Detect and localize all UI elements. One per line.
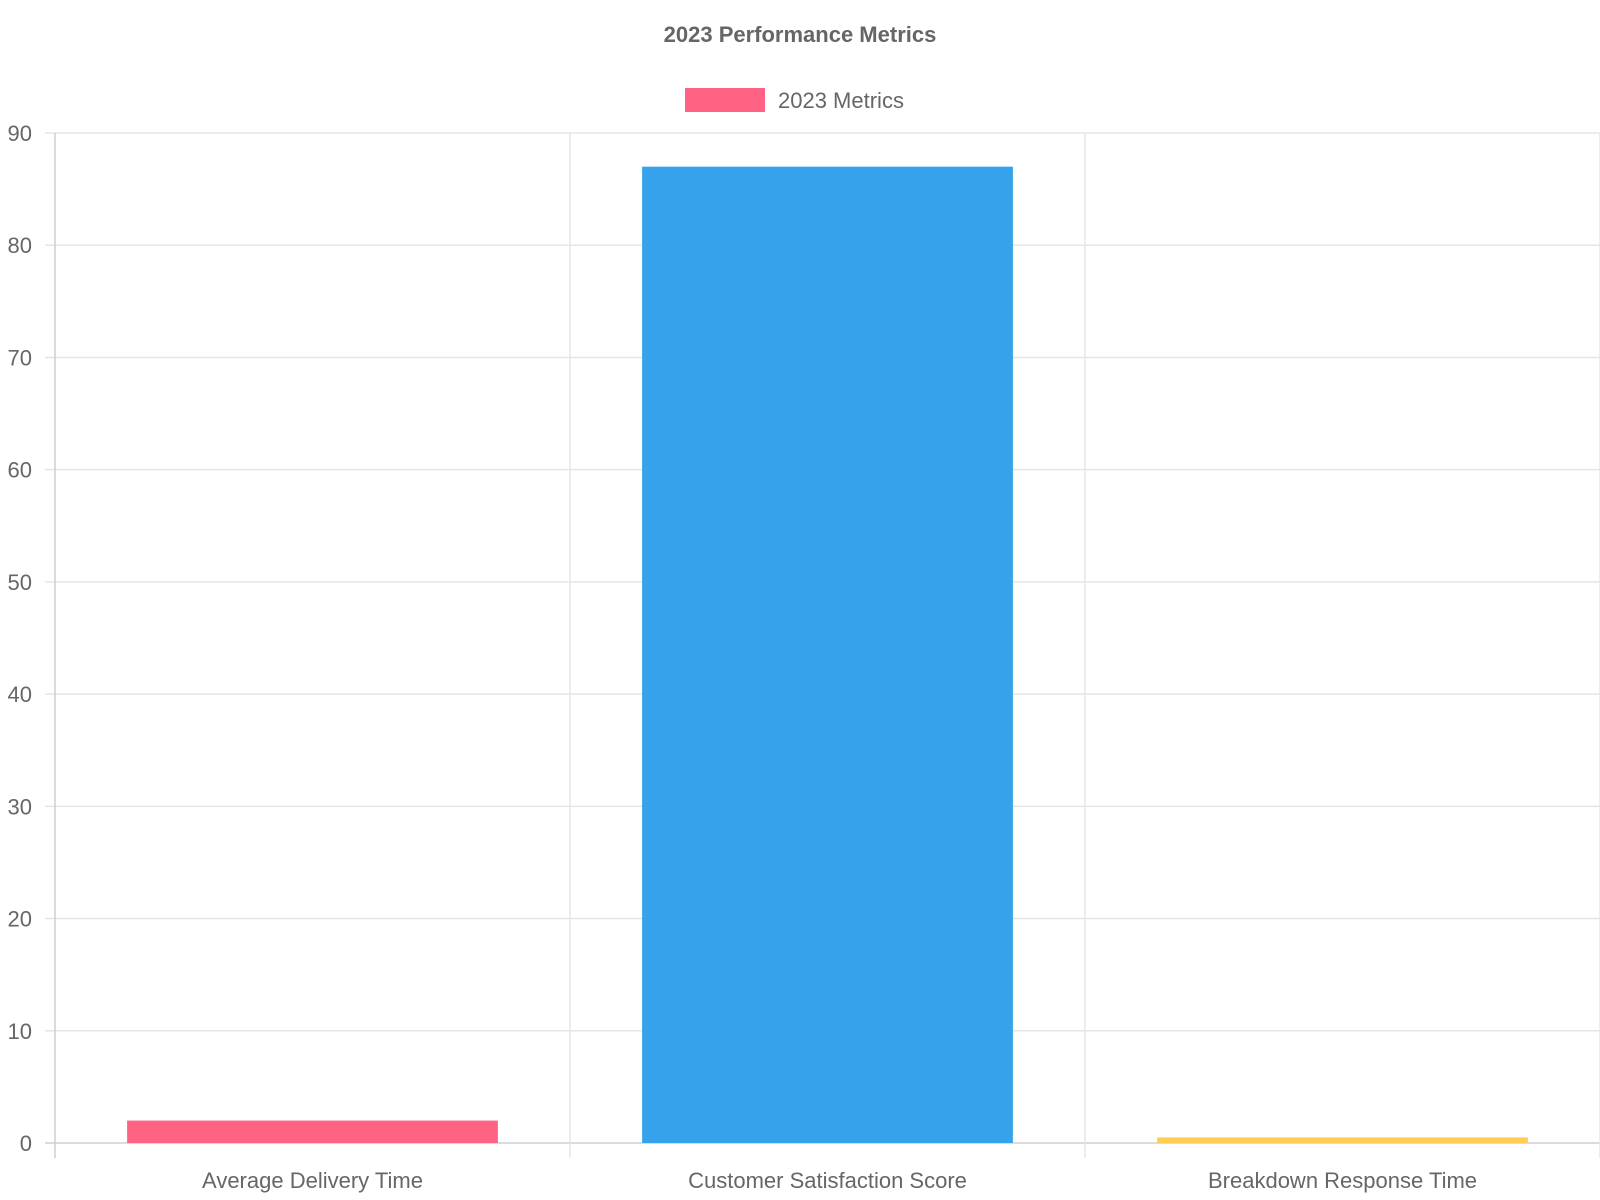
y-tick-label: 90: [8, 121, 32, 146]
y-axis-ticks: 0 10 20 30 40 50 60 70 80 90: [8, 121, 32, 1156]
y-tick-label: 10: [8, 1019, 32, 1044]
x-tick-label: Customer Satisfaction Score: [688, 1168, 967, 1193]
x-tick-label: Average Delivery Time: [202, 1168, 423, 1193]
y-tick-label: 20: [8, 907, 32, 932]
bar[interactable]: [1157, 1137, 1528, 1143]
legend[interactable]: 2023 Metrics: [685, 88, 904, 113]
x-axis-ticks: Average Delivery Time Customer Satisfacti…: [202, 1168, 1477, 1193]
y-tick-label: 40: [8, 682, 32, 707]
chart-title: 2023 Performance Metrics: [664, 22, 937, 47]
x-tick-label: Breakdown Response Time: [1208, 1168, 1477, 1193]
y-tick-label: 60: [8, 458, 32, 483]
legend-swatch: [685, 88, 765, 112]
legend-label: 2023 Metrics: [778, 88, 904, 113]
y-tick-label: 0: [20, 1131, 32, 1156]
y-tick-label: 80: [8, 233, 32, 258]
bars: [127, 166, 1528, 1143]
y-tick-label: 50: [8, 570, 32, 595]
bar[interactable]: [642, 166, 1013, 1143]
y-tick-label: 70: [8, 345, 32, 370]
y-tick-label: 30: [8, 794, 32, 819]
bar[interactable]: [127, 1120, 498, 1143]
